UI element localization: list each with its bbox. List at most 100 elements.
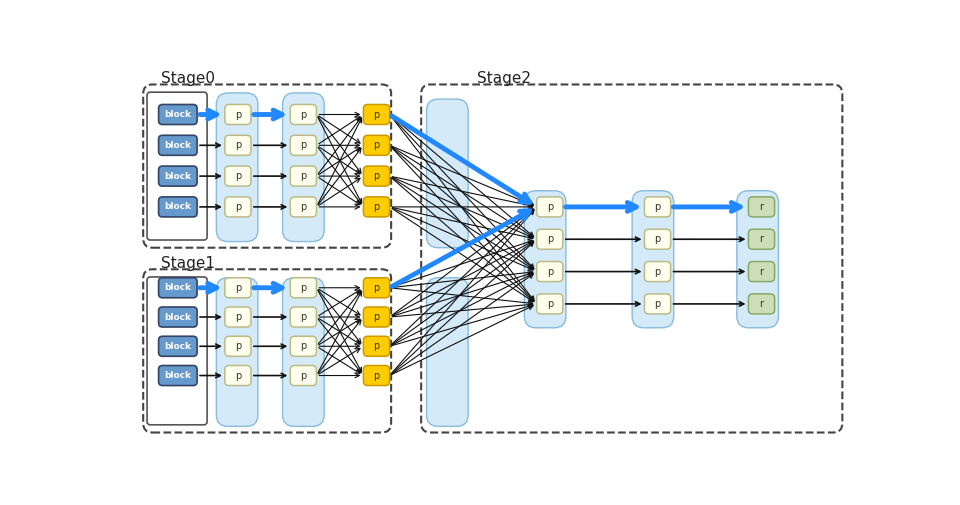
FancyBboxPatch shape bbox=[225, 135, 251, 156]
FancyBboxPatch shape bbox=[737, 191, 779, 328]
Text: p: p bbox=[300, 171, 306, 181]
Text: p: p bbox=[655, 267, 660, 277]
FancyBboxPatch shape bbox=[158, 278, 197, 298]
FancyBboxPatch shape bbox=[537, 229, 563, 249]
FancyBboxPatch shape bbox=[644, 197, 671, 217]
Text: block: block bbox=[164, 141, 191, 150]
Text: p: p bbox=[235, 283, 241, 293]
FancyBboxPatch shape bbox=[749, 229, 775, 249]
Text: block: block bbox=[164, 172, 191, 181]
Text: r: r bbox=[759, 234, 763, 244]
Text: p: p bbox=[235, 341, 241, 351]
Text: p: p bbox=[235, 371, 241, 381]
Text: r: r bbox=[759, 202, 763, 212]
FancyBboxPatch shape bbox=[644, 262, 671, 282]
Text: p: p bbox=[300, 140, 306, 150]
FancyBboxPatch shape bbox=[749, 294, 775, 314]
Text: block: block bbox=[164, 371, 191, 380]
FancyBboxPatch shape bbox=[216, 278, 258, 426]
FancyBboxPatch shape bbox=[644, 229, 671, 249]
FancyBboxPatch shape bbox=[158, 307, 197, 327]
Text: p: p bbox=[300, 371, 306, 381]
FancyBboxPatch shape bbox=[225, 166, 251, 186]
FancyBboxPatch shape bbox=[364, 166, 390, 186]
Text: p: p bbox=[373, 140, 379, 150]
FancyBboxPatch shape bbox=[290, 105, 317, 125]
Text: Stage0: Stage0 bbox=[161, 71, 215, 86]
Text: p: p bbox=[373, 371, 379, 381]
Text: p: p bbox=[235, 171, 241, 181]
FancyBboxPatch shape bbox=[158, 166, 197, 186]
Text: p: p bbox=[300, 110, 306, 120]
FancyBboxPatch shape bbox=[225, 336, 251, 357]
FancyBboxPatch shape bbox=[282, 278, 324, 426]
Text: Stage1: Stage1 bbox=[161, 256, 215, 271]
FancyBboxPatch shape bbox=[524, 191, 565, 328]
Text: p: p bbox=[300, 341, 306, 351]
FancyBboxPatch shape bbox=[225, 105, 251, 125]
FancyBboxPatch shape bbox=[225, 307, 251, 327]
FancyBboxPatch shape bbox=[158, 105, 197, 125]
FancyBboxPatch shape bbox=[290, 278, 317, 298]
Text: r: r bbox=[759, 299, 763, 309]
FancyBboxPatch shape bbox=[282, 93, 324, 241]
Text: p: p bbox=[546, 299, 553, 309]
FancyBboxPatch shape bbox=[364, 278, 390, 298]
Text: p: p bbox=[300, 312, 306, 322]
FancyBboxPatch shape bbox=[158, 135, 197, 156]
Text: block: block bbox=[164, 203, 191, 212]
FancyBboxPatch shape bbox=[749, 197, 775, 217]
FancyBboxPatch shape bbox=[225, 278, 251, 298]
FancyBboxPatch shape bbox=[225, 197, 251, 217]
FancyBboxPatch shape bbox=[537, 294, 563, 314]
Text: p: p bbox=[373, 283, 379, 293]
Text: block: block bbox=[164, 283, 191, 292]
FancyBboxPatch shape bbox=[290, 135, 317, 156]
Text: p: p bbox=[373, 312, 379, 322]
Text: r: r bbox=[759, 267, 763, 277]
FancyBboxPatch shape bbox=[364, 366, 390, 385]
FancyBboxPatch shape bbox=[364, 336, 390, 357]
Text: p: p bbox=[373, 341, 379, 351]
Text: p: p bbox=[655, 202, 660, 212]
FancyBboxPatch shape bbox=[216, 93, 258, 241]
Text: p: p bbox=[655, 234, 660, 244]
Text: p: p bbox=[235, 202, 241, 212]
Text: p: p bbox=[300, 283, 306, 293]
FancyBboxPatch shape bbox=[147, 92, 207, 240]
Text: p: p bbox=[235, 110, 241, 120]
Text: p: p bbox=[373, 171, 379, 181]
FancyBboxPatch shape bbox=[426, 278, 468, 426]
FancyBboxPatch shape bbox=[225, 366, 251, 385]
FancyBboxPatch shape bbox=[426, 99, 468, 248]
FancyBboxPatch shape bbox=[537, 197, 563, 217]
FancyBboxPatch shape bbox=[632, 191, 674, 328]
FancyBboxPatch shape bbox=[364, 307, 390, 327]
Text: block: block bbox=[164, 342, 191, 351]
Text: block: block bbox=[164, 313, 191, 322]
FancyBboxPatch shape bbox=[290, 336, 317, 357]
FancyBboxPatch shape bbox=[290, 166, 317, 186]
FancyBboxPatch shape bbox=[158, 336, 197, 357]
FancyBboxPatch shape bbox=[290, 197, 317, 217]
Text: p: p bbox=[373, 202, 379, 212]
FancyBboxPatch shape bbox=[364, 197, 390, 217]
Text: Stage2: Stage2 bbox=[476, 71, 531, 86]
FancyBboxPatch shape bbox=[158, 366, 197, 385]
FancyBboxPatch shape bbox=[644, 294, 671, 314]
FancyBboxPatch shape bbox=[158, 197, 197, 217]
Text: p: p bbox=[655, 299, 660, 309]
Text: block: block bbox=[164, 110, 191, 119]
Text: p: p bbox=[546, 267, 553, 277]
Text: p: p bbox=[373, 110, 379, 120]
Text: p: p bbox=[546, 202, 553, 212]
FancyBboxPatch shape bbox=[749, 262, 775, 282]
Text: p: p bbox=[235, 140, 241, 150]
Text: p: p bbox=[300, 202, 306, 212]
Text: p: p bbox=[235, 312, 241, 322]
FancyBboxPatch shape bbox=[290, 307, 317, 327]
FancyBboxPatch shape bbox=[537, 262, 563, 282]
FancyBboxPatch shape bbox=[147, 277, 207, 425]
FancyBboxPatch shape bbox=[290, 366, 317, 385]
Text: p: p bbox=[546, 234, 553, 244]
